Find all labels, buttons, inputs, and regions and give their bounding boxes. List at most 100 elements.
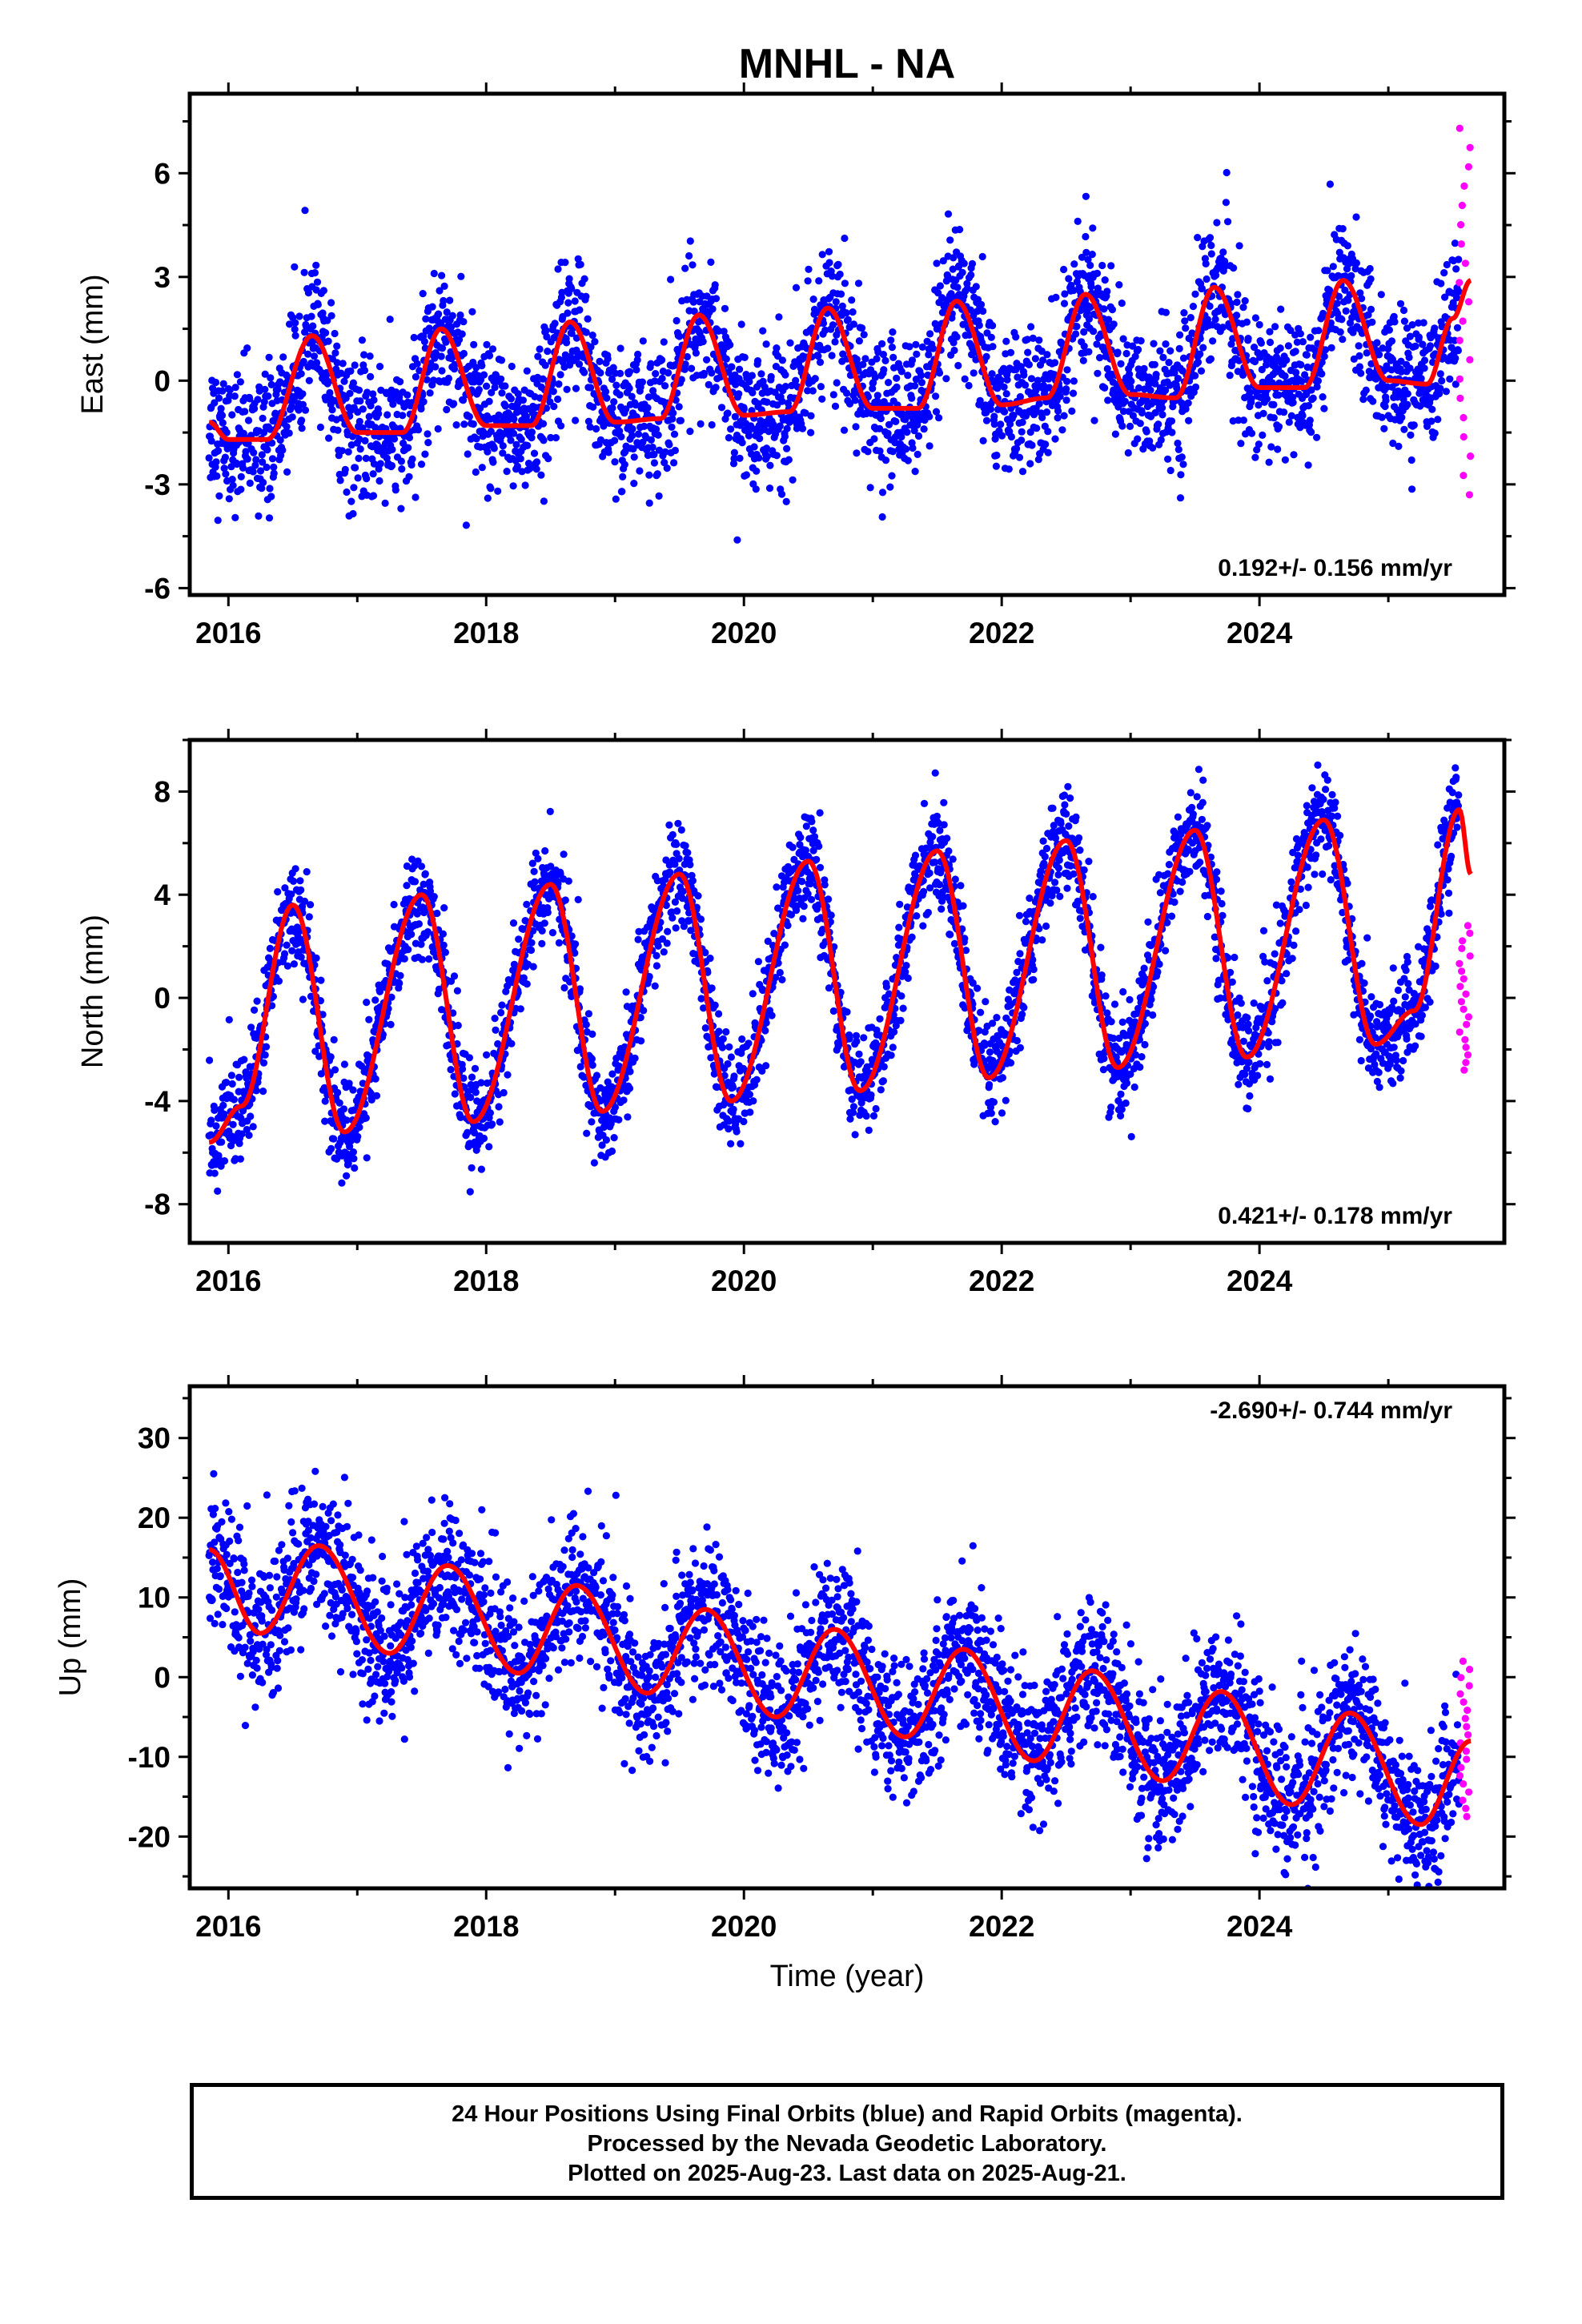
east-final-point — [537, 471, 545, 479]
east-final-point — [1275, 391, 1283, 399]
east-final-point — [665, 440, 673, 448]
east-final-point — [1146, 386, 1154, 394]
east-final-point — [1223, 168, 1231, 177]
east-final-point — [997, 420, 1005, 428]
east-final-point — [351, 464, 359, 472]
east-final-point — [1222, 199, 1230, 207]
north-final-point — [396, 979, 404, 987]
east-final-point — [1307, 333, 1315, 341]
east-final-point — [1158, 404, 1166, 412]
east-rapid-point — [1456, 336, 1464, 344]
east-final-point — [911, 468, 919, 476]
east-rapid-point — [1459, 317, 1467, 325]
east-final-point — [1020, 371, 1028, 379]
east-final-point — [1003, 376, 1011, 384]
east-final-point — [1136, 420, 1144, 428]
east-final-point — [270, 469, 278, 477]
east-final-point — [1333, 300, 1341, 308]
east-final-point — [323, 316, 331, 324]
east-final-point — [745, 377, 753, 386]
north-final-point — [541, 846, 549, 855]
east-final-point — [549, 388, 557, 396]
east-final-point — [347, 367, 355, 375]
east-final-point — [485, 352, 494, 360]
east-final-point — [580, 368, 588, 376]
north-final-point — [754, 958, 763, 966]
east-final-point — [1303, 351, 1311, 359]
east-final-point — [1407, 456, 1415, 464]
east-final-point — [576, 306, 584, 314]
east-rapid-point — [1456, 375, 1464, 383]
east-final-point — [251, 404, 259, 412]
east-final-point — [1406, 364, 1414, 372]
east-final-point — [1284, 342, 1292, 350]
north-final-point — [622, 988, 630, 996]
north-final-point — [420, 880, 428, 888]
east-final-point — [1219, 324, 1227, 332]
east-final-point — [1253, 446, 1261, 454]
north-final-point — [500, 1088, 508, 1097]
east-final-point — [356, 397, 364, 405]
east-final-point — [675, 403, 683, 411]
east-final-point — [359, 405, 367, 413]
east-final-point — [472, 435, 480, 443]
north-final-point — [504, 1071, 512, 1079]
north-final-point — [730, 1072, 738, 1080]
east-final-point — [628, 392, 636, 400]
east-final-point — [604, 448, 612, 456]
north-final-point — [686, 861, 694, 869]
east-final-point — [837, 290, 845, 298]
east-final-point — [949, 265, 957, 273]
east-final-point — [1063, 377, 1071, 385]
east-final-point — [231, 392, 239, 400]
east-final-point — [246, 479, 254, 488]
north-final-point — [523, 900, 531, 908]
east-final-point — [270, 463, 278, 472]
east-final-point — [1078, 253, 1086, 261]
east-final-point — [1174, 445, 1182, 454]
east-final-point — [1355, 342, 1363, 350]
east-final-point — [1389, 439, 1397, 448]
east-final-point — [263, 463, 271, 472]
east-final-point — [1207, 250, 1215, 258]
east-final-point — [910, 427, 918, 435]
north-final-point — [225, 1015, 233, 1023]
east-final-point — [231, 384, 239, 392]
east-final-point — [720, 328, 728, 336]
north-final-point — [555, 939, 564, 947]
east-final-point — [464, 450, 472, 458]
east-final-point — [1266, 328, 1274, 336]
north-final-point — [620, 1096, 628, 1104]
east-final-point — [950, 254, 958, 262]
north-final-point — [466, 1188, 474, 1196]
east-final-point — [681, 360, 689, 368]
east-final-point — [265, 514, 274, 522]
east-final-point — [228, 476, 236, 484]
north-final-point — [330, 1035, 338, 1043]
east-final-point — [1164, 455, 1172, 463]
north-final-point — [781, 941, 789, 949]
east-final-point — [397, 505, 405, 513]
north-final-point — [262, 1043, 271, 1051]
north-final-point — [243, 1125, 251, 1134]
east-final-point — [488, 345, 497, 353]
north-final-point — [495, 1103, 503, 1111]
east-final-point — [351, 361, 359, 369]
east-final-point — [249, 468, 257, 476]
east-final-point — [1035, 336, 1043, 344]
east-final-point — [667, 275, 675, 283]
east-final-point — [1093, 340, 1101, 348]
east-final-point — [1405, 353, 1413, 361]
north-final-point — [468, 1073, 476, 1081]
north-final-point — [706, 955, 714, 963]
east-final-point — [1239, 304, 1247, 312]
east-final-point — [1108, 306, 1116, 314]
east-final-point — [488, 388, 496, 396]
north-final-point — [492, 1026, 500, 1034]
north-final-point — [797, 834, 805, 842]
east-final-point — [1336, 328, 1344, 336]
east-final-point — [1313, 433, 1321, 441]
east-x-tick-label: 2024 — [1227, 617, 1293, 649]
east-final-point — [824, 344, 832, 352]
east-final-point — [1184, 399, 1192, 407]
